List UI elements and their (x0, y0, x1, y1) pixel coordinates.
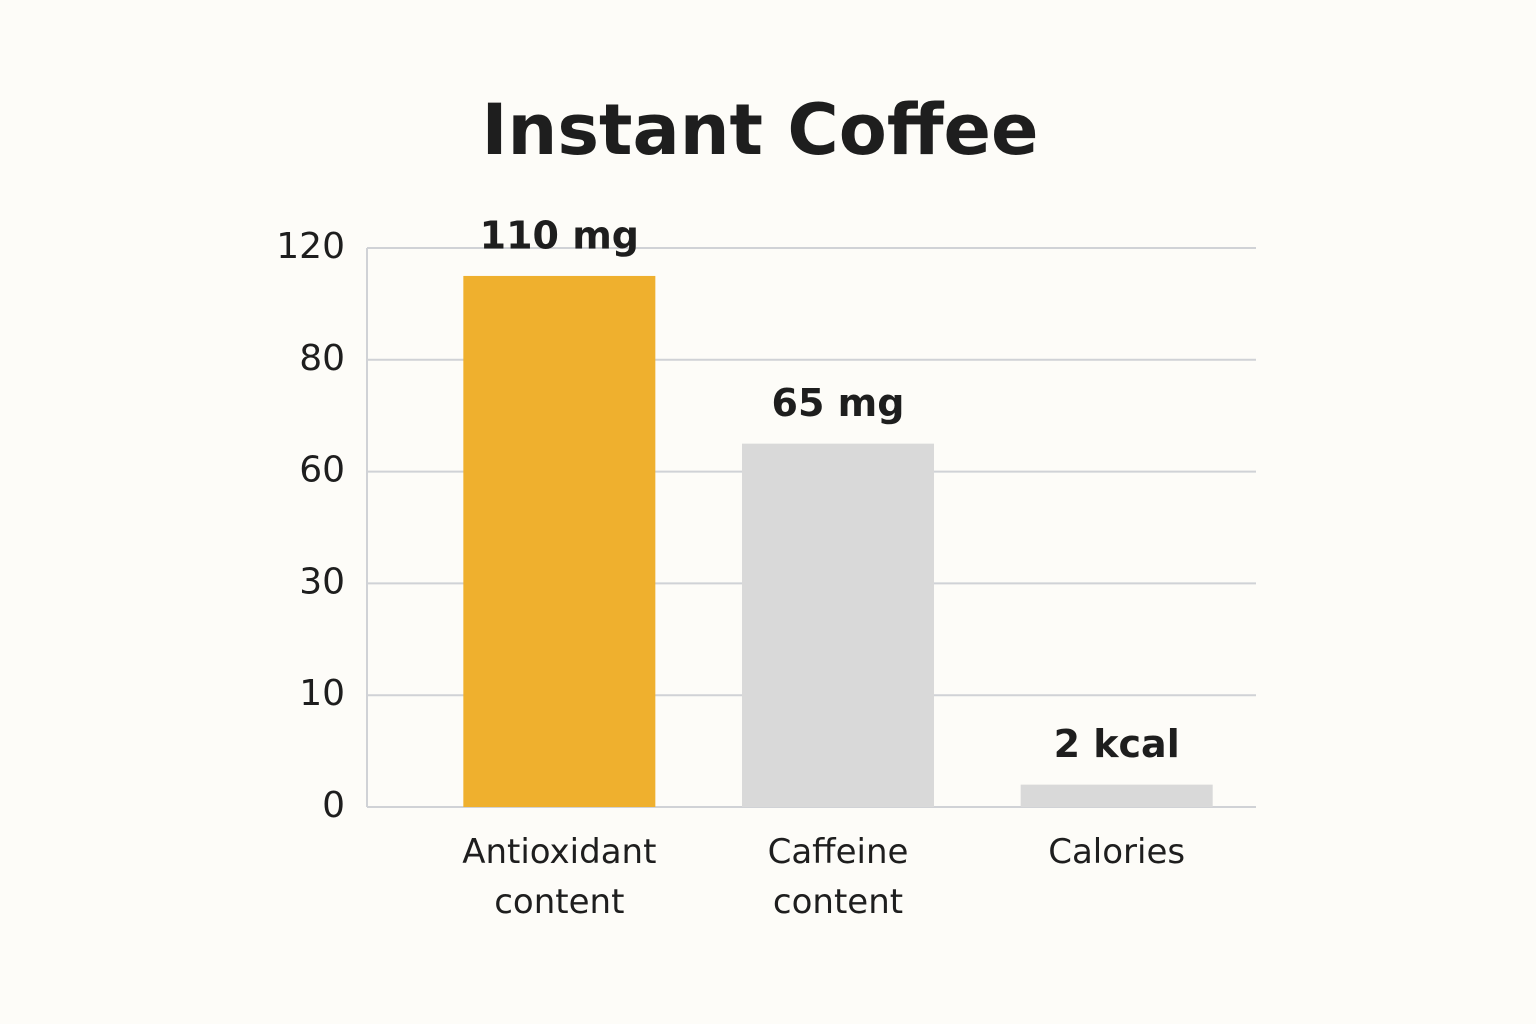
y-tick-label: 10 (299, 673, 345, 714)
value-label: 110 mg (480, 213, 639, 257)
x-tick-label: Calories (1048, 832, 1186, 872)
y-tick-label: 60 (299, 450, 345, 491)
bar (463, 275, 656, 807)
value-label: 65 mg (772, 381, 905, 425)
bar (742, 443, 934, 807)
bar (1020, 784, 1213, 807)
y-tick-label: 80 (299, 338, 345, 379)
x-tick-label: Caffeine content (767, 832, 909, 922)
y-tick-label: 120 (276, 226, 345, 267)
value-label: 2 kcal (1054, 722, 1180, 766)
y-tick-label: 0 (322, 785, 345, 826)
y-tick-label: 30 (299, 561, 345, 602)
x-tick-label: Antioxidant content (462, 832, 657, 922)
chart-title: Instant Coffee (481, 89, 1038, 171)
